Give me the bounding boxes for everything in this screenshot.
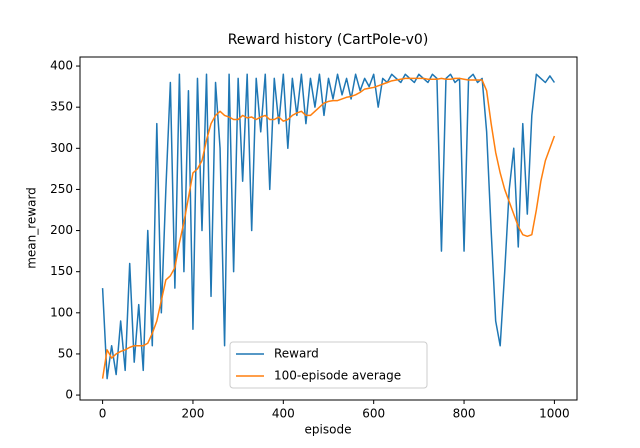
y-tick-label: 50 bbox=[58, 346, 73, 360]
y-tick-label: 350 bbox=[50, 100, 73, 114]
chart-title: Reward history (CartPole-v0) bbox=[228, 32, 429, 48]
legend-label: 100-episode average bbox=[274, 369, 401, 383]
legend-box bbox=[229, 341, 428, 389]
y-tick-label: 250 bbox=[50, 182, 73, 196]
y-tick-label: 0 bbox=[65, 388, 73, 402]
x-tick-label: 400 bbox=[272, 407, 295, 421]
y-tick-label: 100 bbox=[50, 305, 73, 319]
y-tick-label: 400 bbox=[50, 59, 73, 73]
x-tick-label: 1000 bbox=[539, 407, 570, 421]
x-tick-label: 800 bbox=[453, 407, 476, 421]
y-tick-label: 200 bbox=[50, 223, 73, 237]
y-axis-label: mean_reward bbox=[25, 187, 39, 269]
x-tick-label: 600 bbox=[362, 407, 385, 421]
y-tick-label: 300 bbox=[50, 141, 73, 155]
axes-frame bbox=[79, 56, 578, 401]
series-line bbox=[101, 73, 556, 380]
x-axis-label: episode bbox=[305, 423, 352, 437]
series-line bbox=[101, 77, 556, 379]
x-tick-label: 0 bbox=[99, 407, 107, 421]
y-tick-label: 150 bbox=[50, 264, 73, 278]
legend-label: Reward bbox=[274, 347, 319, 361]
x-tick-label: 200 bbox=[182, 407, 205, 421]
